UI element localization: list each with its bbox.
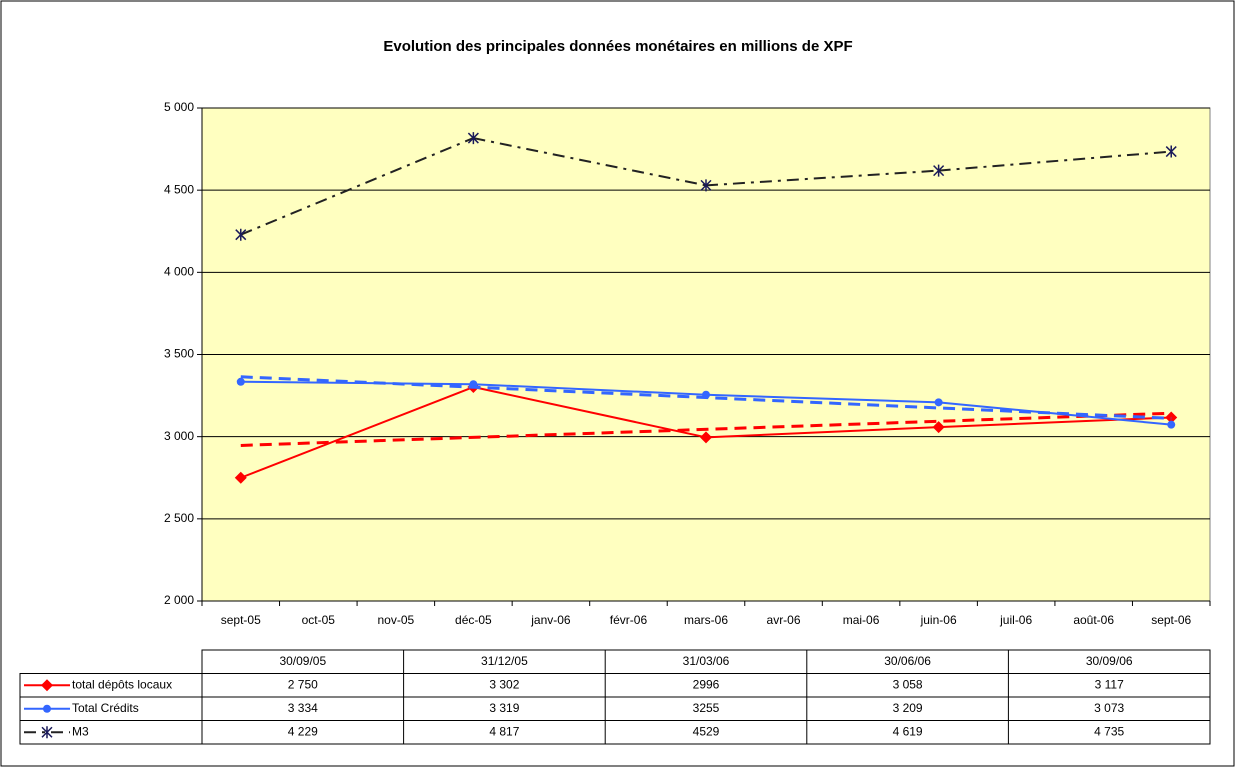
table-cell: 4529 xyxy=(693,724,720,738)
x-tick-label: août-06 xyxy=(1073,613,1114,627)
x-tick-label: mars-06 xyxy=(684,613,728,627)
table-cell: 4 735 xyxy=(1094,724,1124,738)
series-line xyxy=(938,150,1172,172)
series-line xyxy=(473,383,707,396)
x-tick-label: févr-06 xyxy=(610,613,648,627)
table-cell: 3 117 xyxy=(1095,677,1124,691)
table-cell: 3 334 xyxy=(288,701,318,715)
series-line xyxy=(240,380,474,386)
series-line xyxy=(240,137,474,236)
table-cell: 4 619 xyxy=(893,724,923,738)
x-tick-label: sept-06 xyxy=(1151,613,1191,627)
table-cell: 3 209 xyxy=(893,701,923,715)
data-point xyxy=(236,377,245,386)
series-line xyxy=(473,386,707,439)
data-point xyxy=(235,228,247,241)
data-point xyxy=(467,132,479,145)
data-point xyxy=(469,380,478,389)
x-tick-label: nov-05 xyxy=(377,613,414,627)
x-tick-label: juil-06 xyxy=(999,613,1032,627)
data-point xyxy=(700,179,712,192)
legend-label: Total Crédits xyxy=(72,701,139,715)
x-tick-label: oct-05 xyxy=(302,613,336,627)
y-tick-label: 4 500 xyxy=(164,182,194,196)
x-tick-label: mai-06 xyxy=(843,613,880,627)
table-header: 31/03/06 xyxy=(683,654,730,668)
y-tick-label: 3 500 xyxy=(164,347,194,361)
trend-line xyxy=(240,411,1172,447)
x-tick-label: sept-05 xyxy=(221,613,261,627)
series-line xyxy=(938,401,1172,426)
legend-marker xyxy=(43,704,51,713)
table-cell: 3 319 xyxy=(489,701,519,715)
series-line xyxy=(938,416,1172,429)
x-tick-label: juin-06 xyxy=(920,613,957,627)
x-tick-label: janv-06 xyxy=(530,613,571,627)
table-cell: 3 073 xyxy=(1094,701,1124,715)
data-point xyxy=(700,431,712,444)
table-cell: 4 817 xyxy=(489,724,519,738)
series-line xyxy=(705,393,939,404)
table-header: 30/06/06 xyxy=(884,654,931,668)
data-point xyxy=(234,471,247,484)
data-point xyxy=(702,390,710,399)
series-line xyxy=(240,386,474,479)
table-cell: 3255 xyxy=(693,701,720,715)
table-cell: 2 750 xyxy=(288,677,318,691)
y-tick-label: 3 000 xyxy=(164,429,194,443)
table-cell: 4 229 xyxy=(288,724,318,738)
legend-marker xyxy=(41,679,53,692)
series-line xyxy=(705,426,939,439)
x-tick-label: déc-05 xyxy=(455,613,492,627)
table-cell: 3 058 xyxy=(893,677,923,691)
table-cell: 3 302 xyxy=(489,677,519,691)
chart-title: Evolution des principales données monéta… xyxy=(383,38,852,55)
table-header: 30/09/06 xyxy=(1086,654,1133,668)
legend-label: total dépôts locaux xyxy=(72,677,172,691)
legend-label: M3 xyxy=(72,724,89,738)
y-tick-label: 4 000 xyxy=(164,265,194,279)
legend-marker xyxy=(41,726,53,739)
data-point xyxy=(932,421,945,434)
series-line xyxy=(705,169,939,187)
table-header: 30/09/05 xyxy=(279,654,326,668)
data-point xyxy=(934,398,943,407)
y-tick-label: 2 000 xyxy=(164,593,194,607)
table-cell: 2996 xyxy=(693,677,720,691)
series-line xyxy=(473,137,707,187)
data-point xyxy=(933,164,945,177)
data-point xyxy=(1165,145,1177,158)
data-point xyxy=(1167,420,1176,429)
y-tick-label: 5 000 xyxy=(164,100,194,114)
table-header: 31/12/05 xyxy=(481,654,528,668)
y-tick-label: 2 500 xyxy=(164,511,194,525)
x-tick-label: avr-06 xyxy=(767,613,801,627)
